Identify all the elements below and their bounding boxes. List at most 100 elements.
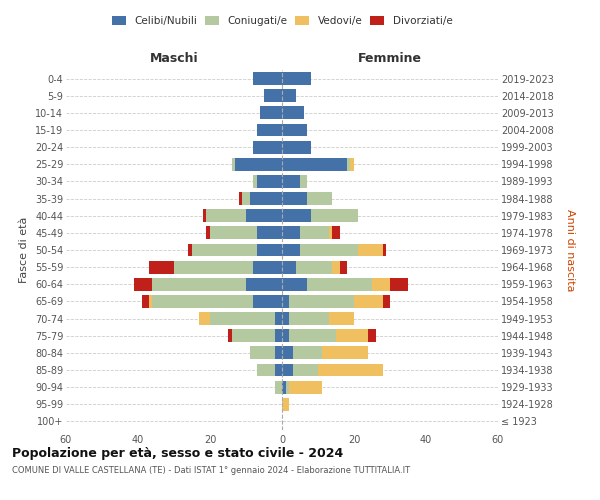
Bar [282, 226, 300, 239]
Bar [354, 295, 383, 308]
Bar [282, 312, 289, 325]
Bar [300, 226, 329, 239]
Bar [206, 226, 210, 239]
Bar [307, 278, 372, 290]
Bar [232, 158, 235, 170]
Bar [282, 346, 293, 360]
Bar [246, 278, 282, 290]
Bar [260, 106, 282, 120]
Bar [289, 380, 322, 394]
Legend: Celibi/Nubili, Coniugati/e, Vedovi/e, Divorziati/e: Celibi/Nubili, Coniugati/e, Vedovi/e, Di… [109, 14, 455, 28]
Bar [358, 244, 383, 256]
Bar [293, 364, 318, 376]
Bar [275, 346, 282, 360]
Bar [188, 244, 192, 256]
Bar [318, 364, 383, 376]
Bar [368, 330, 376, 342]
Bar [275, 330, 282, 342]
Bar [293, 346, 322, 360]
Bar [307, 192, 332, 205]
Bar [282, 140, 311, 153]
Bar [282, 244, 300, 256]
Bar [282, 175, 300, 188]
Bar [350, 158, 354, 170]
Bar [282, 260, 296, 274]
Bar [232, 330, 275, 342]
Bar [235, 158, 282, 170]
Bar [174, 260, 253, 274]
Bar [275, 380, 282, 394]
Bar [282, 210, 311, 222]
Y-axis label: Fasce di età: Fasce di età [19, 217, 29, 283]
Bar [199, 312, 210, 325]
Bar [332, 260, 340, 274]
Bar [253, 175, 257, 188]
Bar [257, 244, 282, 256]
Y-axis label: Anni di nascita: Anni di nascita [565, 209, 575, 291]
Bar [383, 244, 386, 256]
Bar [264, 90, 282, 102]
Bar [275, 312, 282, 325]
Bar [286, 380, 289, 394]
Bar [242, 192, 250, 205]
Text: Femmine: Femmine [358, 52, 422, 65]
Bar [253, 295, 282, 308]
Bar [372, 278, 390, 290]
Bar [246, 210, 282, 222]
Bar [282, 295, 289, 308]
Bar [210, 312, 275, 325]
Text: Popolazione per età, sesso e stato civile - 2024: Popolazione per età, sesso e stato civil… [12, 448, 343, 460]
Bar [152, 295, 253, 308]
Bar [253, 140, 282, 153]
Bar [322, 346, 368, 360]
Bar [332, 226, 340, 239]
Bar [257, 226, 282, 239]
Bar [329, 312, 354, 325]
Bar [257, 364, 275, 376]
Bar [257, 124, 282, 136]
Bar [275, 364, 282, 376]
Bar [383, 295, 390, 308]
Bar [296, 260, 332, 274]
Bar [289, 330, 336, 342]
Bar [210, 226, 257, 239]
Bar [282, 72, 311, 85]
Bar [149, 295, 152, 308]
Bar [282, 398, 289, 410]
Bar [336, 330, 368, 342]
Bar [203, 210, 206, 222]
Bar [152, 278, 246, 290]
Bar [282, 330, 289, 342]
Bar [282, 278, 307, 290]
Bar [282, 192, 307, 205]
Bar [282, 364, 293, 376]
Bar [289, 312, 329, 325]
Bar [311, 210, 358, 222]
Bar [340, 260, 347, 274]
Text: Maschi: Maschi [149, 52, 199, 65]
Bar [289, 295, 354, 308]
Bar [390, 278, 408, 290]
Bar [282, 380, 286, 394]
Bar [192, 244, 257, 256]
Bar [282, 106, 304, 120]
Bar [134, 278, 152, 290]
Bar [347, 158, 350, 170]
Bar [228, 330, 232, 342]
Bar [149, 260, 174, 274]
Bar [250, 192, 282, 205]
Bar [282, 90, 296, 102]
Bar [142, 295, 149, 308]
Bar [282, 158, 347, 170]
Bar [206, 210, 246, 222]
Bar [300, 175, 307, 188]
Bar [300, 244, 358, 256]
Bar [253, 72, 282, 85]
Text: COMUNE DI VALLE CASTELLANA (TE) - Dati ISTAT 1° gennaio 2024 - Elaborazione TUTT: COMUNE DI VALLE CASTELLANA (TE) - Dati I… [12, 466, 410, 475]
Bar [282, 124, 307, 136]
Bar [239, 192, 242, 205]
Bar [253, 260, 282, 274]
Bar [329, 226, 332, 239]
Bar [250, 346, 275, 360]
Bar [257, 175, 282, 188]
